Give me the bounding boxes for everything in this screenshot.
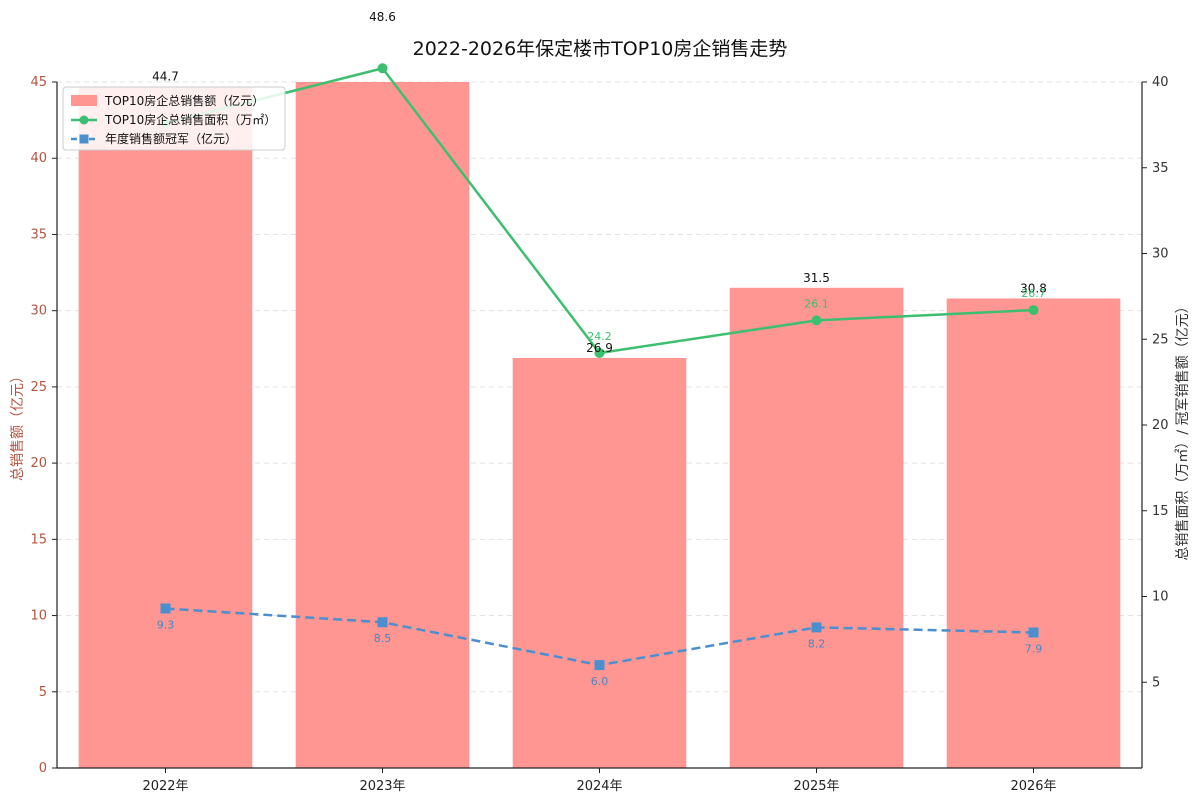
area-value-label: 24.2 bbox=[587, 330, 612, 343]
x-tick-label: 2024年 bbox=[576, 779, 622, 794]
champion-point bbox=[811, 622, 822, 633]
bar-2025年 bbox=[729, 287, 904, 768]
y-right-tick-label: 25 bbox=[1152, 332, 1169, 347]
champion-value-label: 7.9 bbox=[1025, 643, 1043, 656]
champion-value-label: 9.3 bbox=[157, 619, 175, 632]
y-right-tick-label: 30 bbox=[1152, 247, 1169, 262]
area-value-label: 26.1 bbox=[804, 297, 829, 310]
chart-title: 2022-2026年保定楼市TOP10房企销售走势 bbox=[413, 38, 788, 60]
legend-label-champion: 年度销售额冠军（亿元） bbox=[105, 131, 237, 146]
y-left-tick-label: 35 bbox=[30, 227, 47, 242]
bar-2022年 bbox=[78, 86, 253, 768]
x-tick-label: 2022年 bbox=[142, 779, 188, 794]
champion-value-label: 8.5 bbox=[374, 632, 392, 645]
data-labels-group: 44.7 48.6 26.9 31.5 30.8 24.2 26.1 26.7 9.3 8.5 6.… bbox=[152, 10, 1047, 688]
area-point bbox=[811, 315, 822, 326]
area-value-label: 26.7 bbox=[1021, 287, 1046, 300]
champion-value-label: 8.2 bbox=[808, 637, 826, 650]
legend-swatch-champion-marker bbox=[79, 134, 89, 144]
bar-value-label: 26.9 bbox=[586, 341, 613, 355]
y-right-tick-label: 35 bbox=[1152, 161, 1169, 176]
champion-point bbox=[160, 603, 171, 614]
champion-point bbox=[1028, 627, 1039, 638]
bar-2024年 bbox=[512, 357, 687, 768]
y-axis-left-label: 总销售额（亿元） bbox=[10, 369, 26, 481]
x-tick-label: 2023年 bbox=[359, 779, 405, 794]
y-left-tick-label: 15 bbox=[30, 532, 47, 547]
y-left-tick-label: 20 bbox=[30, 456, 47, 471]
champion-value-label: 6.0 bbox=[591, 675, 609, 688]
legend-label-bar: TOP10房企总销售额（亿元） bbox=[104, 93, 264, 108]
champion-point bbox=[594, 660, 605, 671]
y-right-tick-label: 15 bbox=[1152, 504, 1169, 519]
bar-value-label: 48.6 bbox=[369, 10, 396, 24]
bar-2026年 bbox=[946, 298, 1121, 768]
y-axis-right-label: 总销售面积（万㎡）/ 冠军销售额（亿元） bbox=[1175, 299, 1191, 560]
y-left-tick-label: 5 bbox=[39, 685, 47, 700]
x-tick-label: 2026年 bbox=[1010, 779, 1056, 794]
legend-swatch-area-marker bbox=[79, 115, 89, 125]
legend-label-area: TOP10房企总销售面积（万㎡） bbox=[104, 112, 276, 127]
y-left-tick-label: 40 bbox=[30, 151, 47, 166]
champion-point bbox=[377, 617, 388, 628]
bar-2023年 bbox=[295, 82, 470, 768]
y-right-tick-label: 20 bbox=[1152, 418, 1169, 433]
area-point bbox=[594, 347, 605, 358]
lines-group bbox=[160, 63, 1039, 671]
bar-value-label: 31.5 bbox=[803, 271, 830, 285]
y-left-tick-label: 30 bbox=[30, 304, 47, 319]
area-point bbox=[377, 63, 388, 74]
y-left-tick-label: 10 bbox=[30, 609, 47, 624]
x-tick-label: 2025年 bbox=[793, 779, 839, 794]
bars-group bbox=[78, 82, 1121, 768]
legend: TOP10房企总销售额（亿元） TOP10房企总销售面积（万㎡） 年度销售额冠军（亿… bbox=[62, 86, 286, 151]
legend-box bbox=[62, 86, 286, 151]
y-right-tick-label: 5 bbox=[1152, 675, 1160, 690]
y-left-tick-label: 45 bbox=[30, 75, 47, 90]
y-right-tick-label: 40 bbox=[1152, 75, 1169, 90]
bar-value-label: 30.8 bbox=[1020, 281, 1047, 295]
y-left-tick-label: 0 bbox=[39, 761, 47, 776]
bar-value-label: 44.7 bbox=[152, 70, 179, 84]
y-left-tick-label: 25 bbox=[30, 380, 47, 395]
axes-group: 0 5 10 15 20 25 30 35 40 45 5 10 15 20 25 30 35 40 2022年 20… bbox=[30, 75, 1168, 794]
area-point bbox=[1028, 305, 1039, 316]
legend-swatch-bar bbox=[71, 95, 97, 106]
y-right-tick-label: 10 bbox=[1152, 590, 1169, 605]
